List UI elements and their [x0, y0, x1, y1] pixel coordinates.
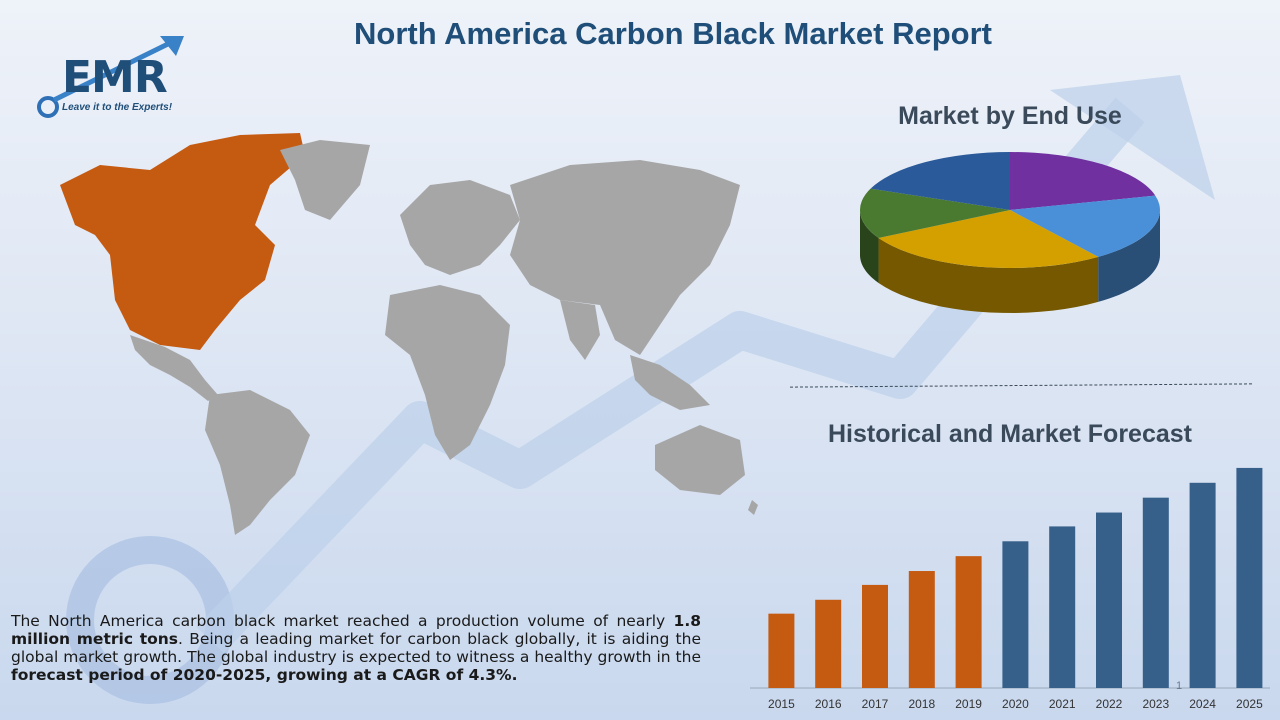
map-asia	[510, 160, 740, 355]
x-tick-label-2020: 2020	[1002, 697, 1029, 711]
pie-slice-side-4	[860, 210, 879, 283]
x-tick-label-2022: 2022	[1096, 697, 1123, 711]
market-description: The North America carbon black market re…	[11, 612, 701, 684]
bar-2025	[1236, 467, 1263, 688]
bar-2020	[1002, 541, 1029, 688]
logo-tagline: Leave it to the Experts!	[62, 102, 173, 113]
description-text-1: The North America carbon black market re…	[11, 612, 674, 630]
map-europe	[400, 180, 520, 275]
bar-2017	[862, 584, 888, 688]
bar-2023	[1142, 497, 1169, 688]
bar-chart-title: Historical and Market Forecast	[827, 420, 1192, 448]
page-title: North America Carbon Black Market Report	[354, 16, 992, 51]
end-use-pie-chart	[860, 152, 1160, 313]
bar-2022	[1096, 512, 1122, 688]
map-north-america	[60, 133, 305, 350]
x-tick-label-2018: 2018	[908, 697, 935, 711]
pie-slice-1	[1010, 152, 1156, 210]
bar-2018	[908, 571, 935, 688]
description-highlight-volume: 1.8 million metric tons	[11, 612, 701, 648]
pie-slice-4	[860, 188, 1010, 238]
x-tick-label-2019: 2019	[955, 697, 982, 711]
pie-slice-side-2	[1098, 210, 1160, 302]
bar-2016	[815, 599, 842, 688]
logo-text: EMR	[62, 52, 168, 103]
x-tick-label-2025: 2025	[1236, 697, 1263, 711]
x-tick-label-2021: 2021	[1049, 697, 1076, 711]
description-text-2: . Being a leading market for carbon blac…	[11, 630, 701, 666]
company-logo: EMR Leave it to the Experts!	[32, 32, 202, 122]
pie-slice-side-3	[878, 237, 1099, 313]
pie-slice-2	[1010, 195, 1160, 257]
x-tick-label-2017: 2017	[862, 697, 889, 711]
forecast-bar-chart: 2015 2016 2017 2018 2019 2020 2021 2022 2023 2024…	[750, 467, 1270, 711]
map-new-zealand	[748, 500, 758, 515]
x-tick-label-2016: 2016	[815, 697, 842, 711]
pie-slice-5	[870, 152, 1010, 210]
bar-2015	[768, 613, 795, 688]
map-southeast-asia	[630, 355, 710, 410]
map-india	[560, 300, 600, 360]
bar-2021	[1049, 526, 1076, 688]
map-south-america	[205, 390, 310, 535]
bar-2019	[955, 556, 982, 688]
logo-arrow-icon	[37, 36, 184, 118]
map-central-america	[130, 335, 218, 401]
x-tick-label-2015: 2015	[768, 697, 795, 711]
map-africa	[385, 285, 510, 460]
description-highlight-forecast: forecast period of 2020-2025, growing at…	[11, 666, 518, 684]
world-map	[60, 133, 758, 535]
bar-2024	[1189, 482, 1216, 688]
page-number: 1	[1176, 680, 1183, 692]
map-australia	[655, 425, 745, 495]
x-tick-label-2023: 2023	[1142, 697, 1169, 711]
map-greenland	[280, 140, 370, 220]
pie-slice-3	[878, 210, 1099, 268]
x-tick-label-2024: 2024	[1189, 697, 1216, 711]
pie-chart-title: Market by End Use	[898, 102, 1122, 130]
